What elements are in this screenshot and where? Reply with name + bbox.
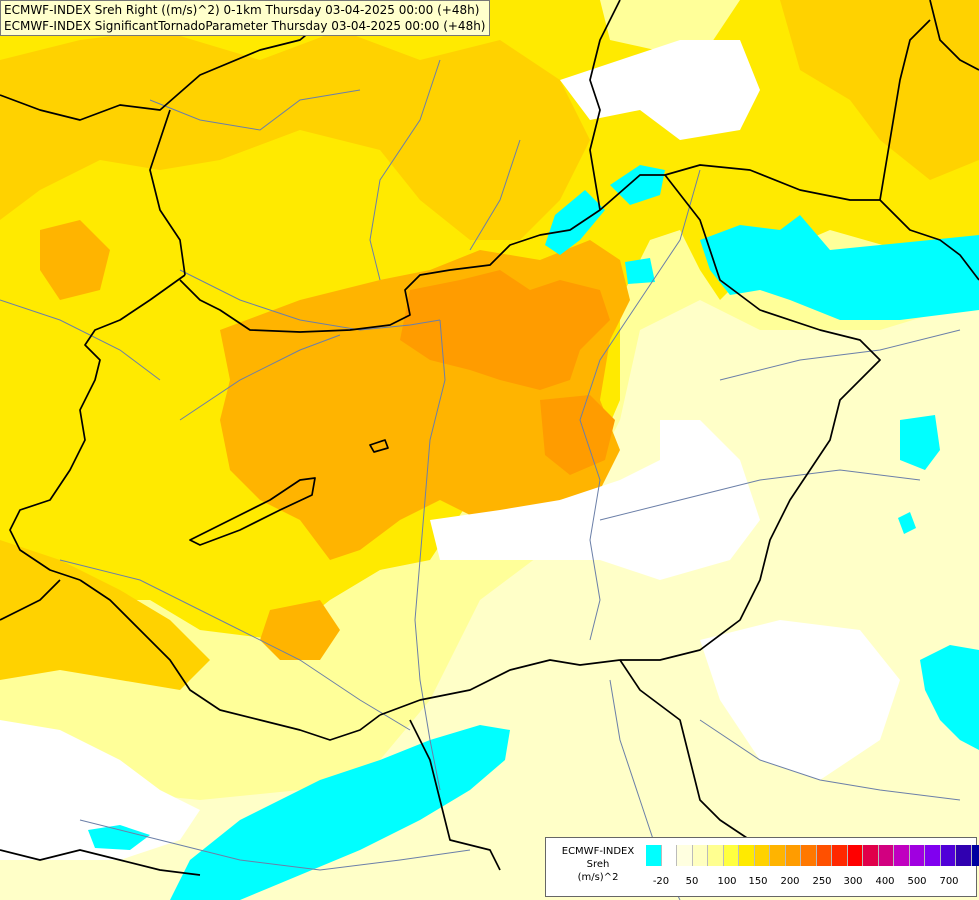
cyan-zone-east-small [898,512,916,534]
legend-swatch [692,845,708,866]
legend-swatch [708,845,724,866]
white-area-southeast [700,620,900,780]
river-vah [369,59,441,281]
white-area-east [430,420,760,580]
gold-field-north [0,30,590,240]
legend-tick-label: 200 [780,876,800,887]
legend-swatch [754,845,770,866]
river-drava [59,559,411,731]
legend-swatch [940,845,956,866]
legend-swatch [770,845,786,866]
lake-balaton [189,477,316,546]
border-sw-balkan [0,849,201,876]
legend-swatch [816,845,832,866]
cyan-zone-southeast [920,645,979,750]
border-hu-rs [379,659,621,716]
river-tisza [579,169,701,641]
legend-field: Sreh [586,859,610,870]
legend-tick-label: 400 [875,876,895,887]
river-raba [179,334,341,421]
orange-patch-west [40,220,110,300]
legend-swatch [739,845,755,866]
lake-small [369,439,389,453]
title-line-stp: ECMWF-INDEX SignificantTornadoParameter … [4,19,486,33]
border-hr-rs [409,719,501,871]
legend-caption: ECMWF-INDEX Sreh (m/s)^2 [552,845,644,884]
legend-color-bar [646,845,979,866]
legend-model: ECMWF-INDEX [561,846,635,857]
legend-swatch [677,845,693,866]
rivers [0,59,961,900]
cyan-zone-southwest [170,725,510,900]
border-rs-ro [619,659,781,861]
river-south-east [699,719,961,801]
river-west [0,299,161,381]
legend-tick-label: 700 [939,876,959,887]
border-ua-north [879,19,931,201]
border-ro-east [929,0,979,71]
gold-field-southwest [0,540,210,690]
legend-tick-label: 500 [907,876,927,887]
country-borders [0,0,979,876]
legend-swatch [863,845,879,866]
border-hu-hr [79,579,381,741]
legend-swatch [909,845,925,866]
legend-tick-label: 300 [843,876,863,887]
cyan-zone-west [88,825,150,850]
legend-swatch [847,845,863,866]
cyan-zone-north [545,190,605,255]
legend-tick-label: 100 [717,876,737,887]
gold-field-northeast [780,0,979,180]
dark-orange-core-east [540,395,615,475]
river-danube-north [179,269,441,331]
legend-swatch [801,845,817,866]
legend-swatch [878,845,894,866]
border-north-poland [0,14,331,121]
border-sk-ua [589,0,621,211]
border-sk-hu [179,174,665,333]
legend-swatch [894,845,910,866]
river-upper [149,89,361,131]
legend-tick-label: 50 [685,876,699,887]
cyan-zone-northeast [700,215,979,320]
river-sava [79,819,471,871]
river-somes [719,329,961,381]
legend-swatch [723,845,739,866]
orange-patch-south [260,600,340,660]
border-hu-ro [620,174,881,661]
color-legend: ECMWF-INDEX Sreh (m/s)^2 -20 50 100 150 200 2… [545,837,979,897]
title-line-sreh: ECMWF-INDEX Sreh Right ((m/s)^2) 0-1km T… [4,3,480,17]
border-hu-at [9,274,186,581]
legend-swatch [971,845,979,866]
title-box: ECMWF-INDEX Sreh Right ((m/s)^2) 0-1km T… [0,0,490,36]
white-area-north [560,40,760,140]
legend-swatch [956,845,972,866]
legend-swatch [661,845,677,866]
legend-swatch [646,845,662,866]
dark-orange-core [400,270,610,390]
border-si-hr [0,579,61,621]
river-mures [599,469,921,521]
border-cz-sk [149,109,186,276]
white-area-southwest [0,720,200,860]
legend-tick-label: -20 [652,876,670,887]
legend-unit: (m/s)^2 [577,872,619,883]
cyan-zone-east [900,415,940,470]
cyan-zone-patch [625,258,655,284]
river-danube-south [414,319,446,791]
border-ua-ro [664,164,979,281]
legend-tick-label: 150 [748,876,768,887]
legend-swatch [785,845,801,866]
legend-swatch [832,845,848,866]
legend-swatch [925,845,941,866]
river-hron [469,139,521,251]
legend-tick-label: 250 [812,876,832,887]
